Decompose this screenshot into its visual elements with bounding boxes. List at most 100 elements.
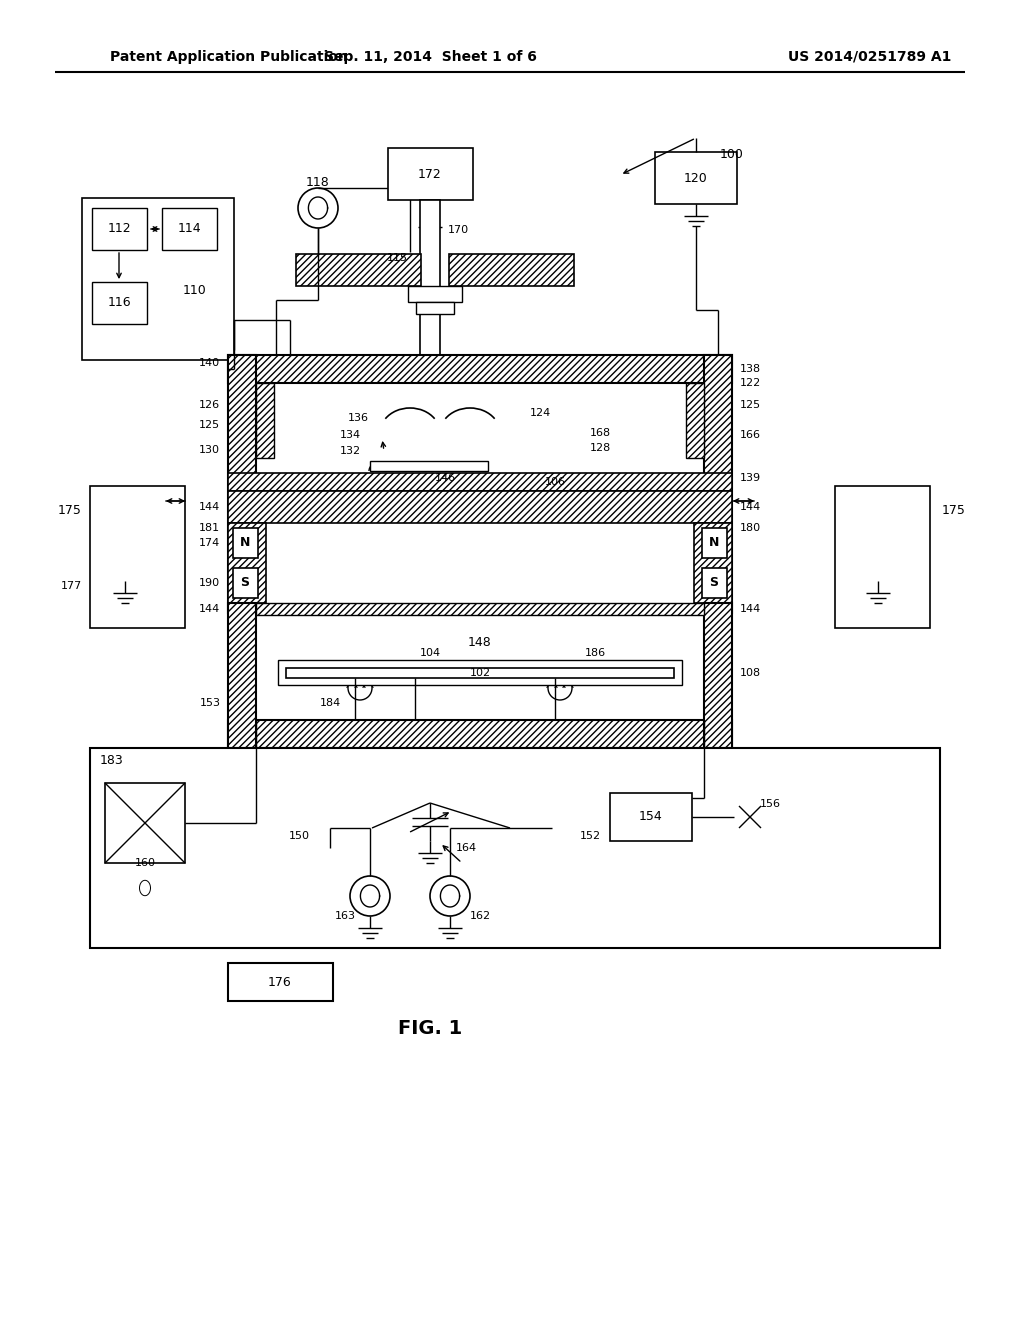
- Bar: [835, 486, 930, 628]
- Bar: [228, 491, 732, 523]
- Text: 175: 175: [58, 504, 82, 517]
- Text: 104: 104: [420, 648, 440, 657]
- Bar: [233, 568, 258, 598]
- Text: 190: 190: [199, 578, 220, 587]
- Text: 125: 125: [199, 420, 220, 430]
- Bar: [256, 603, 705, 615]
- Text: 186: 186: [585, 648, 605, 657]
- Bar: [228, 523, 266, 603]
- Text: 122: 122: [740, 378, 761, 388]
- Bar: [82, 198, 234, 360]
- Text: 126: 126: [199, 400, 220, 411]
- Text: 150: 150: [289, 832, 310, 841]
- Text: 166: 166: [740, 430, 761, 440]
- Text: 124: 124: [529, 408, 551, 418]
- Text: 136: 136: [347, 413, 369, 422]
- Bar: [705, 355, 732, 612]
- Text: 154: 154: [639, 810, 663, 824]
- Text: 100: 100: [720, 149, 743, 161]
- Bar: [286, 668, 674, 678]
- Text: 144: 144: [199, 605, 220, 614]
- Text: 156: 156: [760, 799, 780, 809]
- Text: 139: 139: [740, 473, 761, 483]
- Text: 174: 174: [199, 539, 220, 548]
- Text: 162: 162: [469, 911, 490, 921]
- Bar: [416, 302, 454, 314]
- Text: FIG. 1: FIG. 1: [398, 1019, 462, 1038]
- Text: 120: 120: [684, 172, 708, 185]
- Text: 110: 110: [183, 284, 207, 297]
- Bar: [90, 486, 185, 628]
- Text: 144: 144: [740, 605, 761, 614]
- Text: 175: 175: [942, 504, 966, 517]
- Bar: [278, 660, 682, 685]
- Text: 153: 153: [200, 698, 220, 708]
- Text: US 2014/0251789 A1: US 2014/0251789 A1: [788, 50, 951, 63]
- Text: 177: 177: [60, 581, 82, 591]
- Text: 148: 148: [468, 636, 492, 649]
- Text: N: N: [240, 536, 250, 549]
- Text: 108: 108: [740, 668, 761, 678]
- Bar: [256, 383, 274, 458]
- Text: 132: 132: [339, 446, 360, 455]
- Text: 130: 130: [199, 445, 220, 455]
- Text: 184: 184: [319, 698, 341, 708]
- Bar: [92, 282, 147, 323]
- Text: 152: 152: [580, 832, 600, 841]
- Text: 115: 115: [387, 253, 408, 263]
- Text: 160: 160: [134, 858, 156, 869]
- Bar: [228, 473, 732, 491]
- Bar: [408, 286, 462, 302]
- Bar: [228, 719, 732, 748]
- Bar: [228, 355, 256, 612]
- Text: 144: 144: [199, 502, 220, 512]
- Bar: [90, 748, 940, 948]
- Text: 116: 116: [108, 297, 131, 309]
- Bar: [686, 383, 705, 458]
- Text: 181: 181: [199, 523, 220, 533]
- Bar: [655, 152, 737, 205]
- Bar: [228, 964, 333, 1001]
- Text: 146: 146: [434, 473, 456, 483]
- Bar: [694, 523, 732, 603]
- Text: Patent Application Publication: Patent Application Publication: [110, 50, 348, 63]
- Text: 144: 144: [740, 502, 761, 512]
- Text: 183: 183: [100, 754, 124, 767]
- Bar: [702, 568, 727, 598]
- Text: 180: 180: [740, 523, 761, 533]
- Bar: [92, 209, 147, 249]
- Text: 106: 106: [545, 477, 565, 487]
- Text: 128: 128: [590, 444, 610, 453]
- Bar: [162, 209, 217, 249]
- Bar: [228, 603, 256, 748]
- Text: 168: 168: [590, 428, 610, 438]
- Bar: [233, 528, 258, 558]
- Text: 172: 172: [418, 168, 442, 181]
- Text: Sep. 11, 2014  Sheet 1 of 6: Sep. 11, 2014 Sheet 1 of 6: [324, 50, 537, 63]
- Text: 170: 170: [449, 224, 469, 235]
- Text: 112: 112: [108, 223, 131, 235]
- Text: 114: 114: [177, 223, 201, 235]
- Text: 176: 176: [268, 975, 292, 989]
- Bar: [228, 355, 732, 383]
- Bar: [420, 201, 440, 375]
- Bar: [370, 461, 488, 471]
- Text: 118: 118: [306, 177, 330, 190]
- Bar: [610, 793, 692, 841]
- Text: N: N: [709, 536, 719, 549]
- Text: S: S: [710, 577, 719, 590]
- Text: 138: 138: [740, 364, 761, 374]
- Bar: [449, 253, 574, 286]
- Text: 125: 125: [740, 400, 761, 411]
- Text: 140: 140: [199, 358, 220, 368]
- Text: 163: 163: [335, 911, 355, 921]
- Bar: [388, 148, 473, 201]
- Bar: [705, 603, 732, 748]
- Text: S: S: [241, 577, 250, 590]
- Bar: [105, 783, 185, 863]
- Text: 134: 134: [339, 430, 360, 440]
- Bar: [296, 253, 421, 286]
- Text: 164: 164: [456, 843, 476, 853]
- Text: 102: 102: [469, 668, 490, 678]
- Bar: [702, 528, 727, 558]
